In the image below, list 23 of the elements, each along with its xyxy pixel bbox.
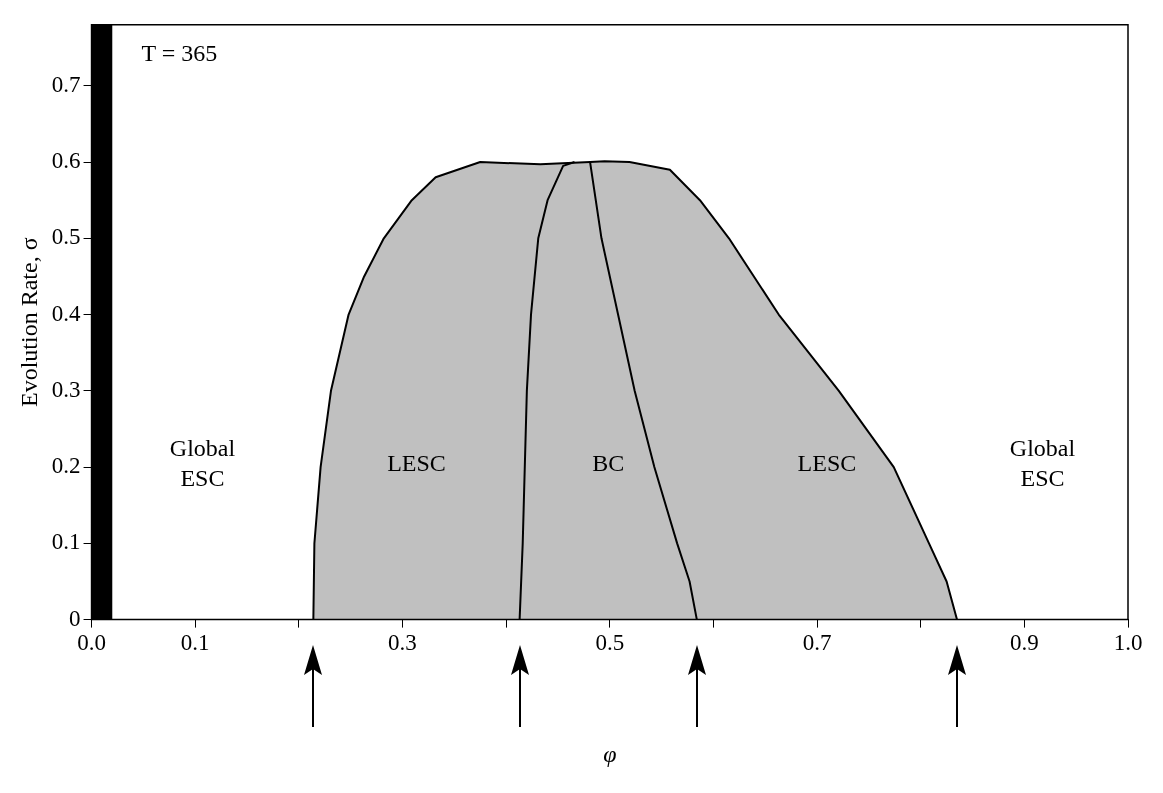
y-tick-label: 0 xyxy=(69,605,81,631)
y-tick-label: 0.3 xyxy=(51,376,81,402)
y-tick-label: 0.2 xyxy=(51,453,81,479)
x-tick-label: 0.0 xyxy=(77,630,106,656)
annotation: LESC xyxy=(797,450,857,477)
x-tick-label: 0.5 xyxy=(595,630,625,656)
annotation: T = 365 xyxy=(141,40,218,67)
annotation: BC xyxy=(592,450,625,477)
annotation: Global ESC xyxy=(1009,435,1076,492)
x-tick-label: 0.9 xyxy=(1009,630,1039,656)
y-tick-label: 0.5 xyxy=(51,224,81,250)
x-tick-label: 0.3 xyxy=(388,630,417,656)
y-tick-label: 0.1 xyxy=(51,529,81,555)
x-tick-label: 0.7 xyxy=(802,630,832,656)
annotation: Global ESC xyxy=(169,435,236,492)
y-tick-label: 0.7 xyxy=(51,71,81,97)
x-axis-title: φ xyxy=(603,740,617,767)
annotation: LESC xyxy=(387,450,446,477)
x-tick-label: 0.1 xyxy=(180,630,210,656)
y-tick-label: 0.4 xyxy=(51,300,82,326)
y-axis-title: Evolution Rate, σ xyxy=(15,237,42,407)
x-tick-label: 1.0 xyxy=(1113,630,1143,656)
y-tick-label: 0.6 xyxy=(51,148,81,174)
